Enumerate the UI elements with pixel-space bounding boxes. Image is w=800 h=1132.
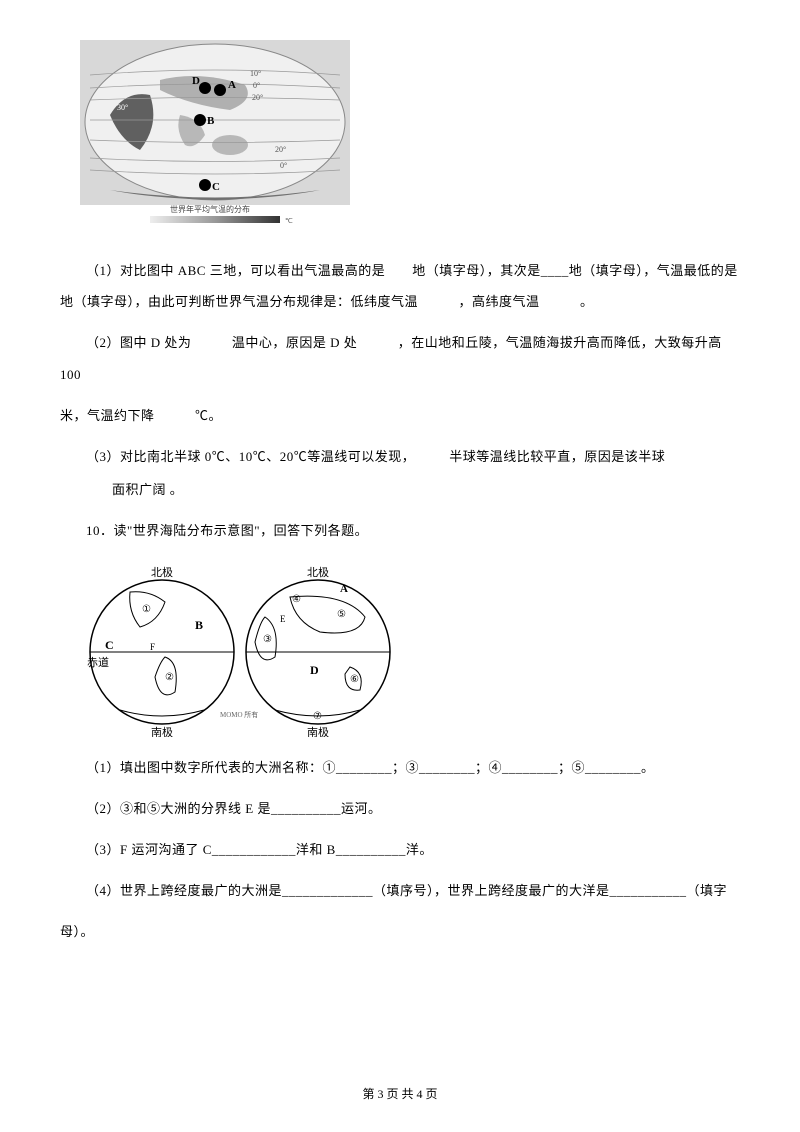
question-10-intro: 10．读"世界海陆分布示意图"，回答下列各题。 — [60, 515, 740, 546]
svg-text:北极: 北极 — [151, 565, 173, 579]
svg-text:南极: 南极 — [151, 725, 173, 737]
svg-text:℃: ℃ — [285, 217, 293, 225]
svg-text:南极: 南极 — [307, 725, 329, 737]
question-10-1: （1）填出图中数字所代表的大洲名称：①________；③________；④_… — [60, 752, 740, 783]
svg-text:⑥: ⑥ — [350, 674, 359, 685]
question-1: （1）对比图中 ABC 三地，可以看出气温最高的是 地（填字母），其次是____… — [60, 255, 740, 317]
svg-text:A: A — [340, 583, 348, 595]
svg-text:C: C — [212, 181, 220, 193]
svg-text:MOMO 所有: MOMO 所有 — [220, 710, 258, 719]
question-10-4-cont: 母）。 — [60, 916, 740, 947]
svg-text:30°: 30° — [117, 103, 128, 112]
question-2: （2）图中 D 处为 温中心，原因是 D 处 ，在山地和丘陵，气温随海拔升高而降… — [60, 327, 740, 389]
svg-text:0°: 0° — [253, 81, 260, 90]
question-2-cont: 米，气温约下降 ℃。 — [60, 400, 740, 431]
svg-text:⑦: ⑦ — [313, 711, 322, 722]
temperature-map-svg: D A B C 10° 0° 20° 30° 20° 0° 世界年平均气温的分布… — [80, 40, 350, 230]
question-3: （3）对比南北半球 0℃、10℃、20℃等温线可以发现， 半球等温线比较平直，原… — [60, 441, 740, 472]
svg-text:北极: 北极 — [307, 565, 329, 579]
svg-text:③: ③ — [263, 634, 272, 645]
svg-text:C: C — [105, 638, 114, 652]
svg-text:②: ② — [165, 672, 174, 683]
question-10-2: （2）③和⑤大洲的分界线 E 是__________运河。 — [60, 793, 740, 824]
world-temperature-map: D A B C 10° 0° 20° 30° 20° 0° 世界年平均气温的分布… — [80, 40, 350, 230]
svg-text:B: B — [195, 618, 203, 632]
svg-text:10°: 10° — [250, 69, 261, 78]
svg-text:⑤: ⑤ — [337, 609, 346, 620]
svg-text:A: A — [228, 79, 236, 91]
svg-text:E: E — [280, 614, 286, 624]
svg-text:F: F — [150, 642, 155, 652]
svg-text:20°: 20° — [275, 145, 286, 154]
question-10-4: （4）世界上跨经度最广的大洲是_____________（填序号），世界上跨经度… — [60, 875, 740, 906]
world-hemisphere-map: 北极 南极 赤道 ① ② B C F 北极 南极 ③ ④ ⑤ ⑥ ⑦ A D E… — [80, 562, 400, 737]
svg-text:赤道: 赤道 — [87, 655, 109, 669]
question-3-cont: 面积广阔 。 — [60, 474, 740, 505]
svg-text:20°: 20° — [252, 93, 263, 102]
svg-text:B: B — [207, 115, 215, 127]
page-footer: 第 3 页 共 4 页 — [0, 1085, 800, 1102]
question-10-3: （3）F 运河沟通了 C____________洋和 B__________洋。 — [60, 834, 740, 865]
svg-text:世界年平均气温的分布: 世界年平均气温的分布 — [170, 204, 250, 214]
svg-text:④: ④ — [292, 594, 301, 605]
svg-text:①: ① — [142, 604, 151, 615]
hemisphere-map-svg: 北极 南极 赤道 ① ② B C F 北极 南极 ③ ④ ⑤ ⑥ ⑦ A D E… — [80, 562, 400, 737]
svg-text:D: D — [192, 75, 200, 87]
svg-text:D: D — [310, 663, 319, 677]
svg-text:0°: 0° — [280, 161, 287, 170]
